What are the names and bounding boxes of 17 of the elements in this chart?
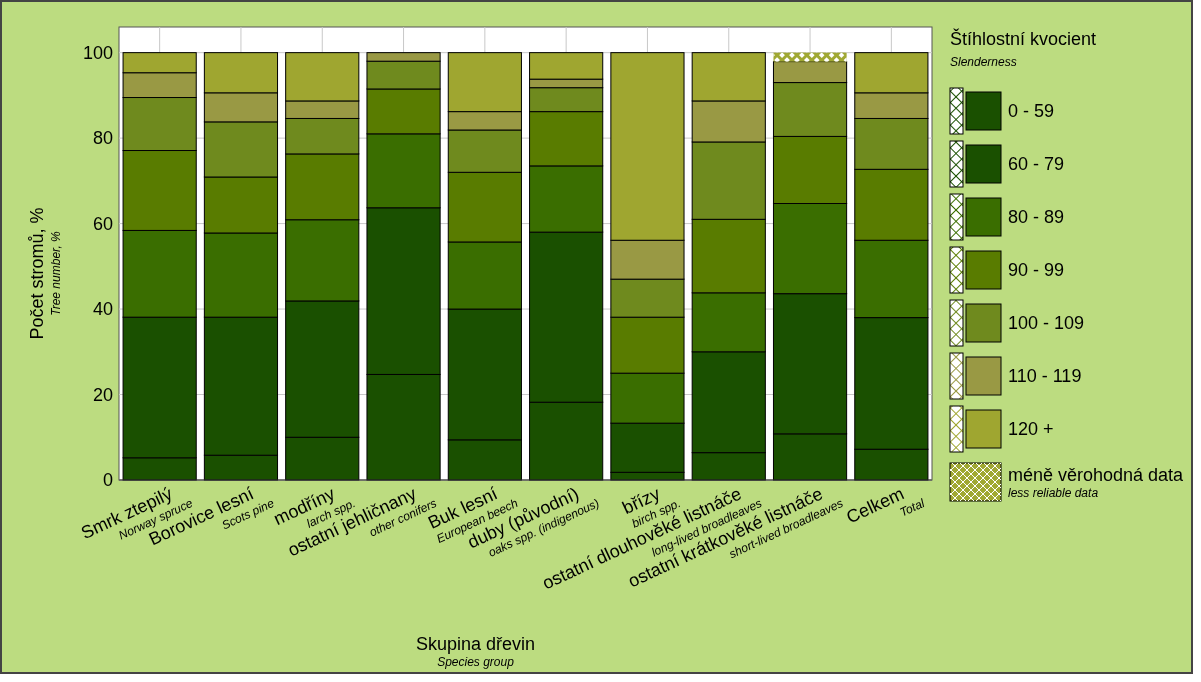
x-axis-title: Skupina dřevin Species group [415,634,536,669]
y-tick-label: 60 [92,213,113,234]
y-axis-title: Počet stromů, % Tree number, % [27,207,63,340]
legend-label: 0 - 59 [1008,101,1055,121]
legend-label: 120 + [1008,419,1054,439]
legend-title: Štíhlostní kvocient Slenderness [950,28,1097,69]
y-tick-label: 100 [82,42,113,63]
legend-label: 90 - 99 [1008,260,1065,280]
y-tick-label: 20 [92,384,113,405]
y-tick-label: 80 [92,128,113,149]
legend-label: 110 - 119 [1008,366,1082,386]
legend-label: méně věrohodná data less reliable data [1008,465,1185,500]
legend-label: 60 - 79 [1008,154,1065,174]
legend-label: 80 - 89 [1008,207,1065,227]
legend-label: 100 - 109 [1008,313,1085,333]
y-tick-label: 40 [92,299,113,320]
y-tick-label: 0 [102,470,113,491]
